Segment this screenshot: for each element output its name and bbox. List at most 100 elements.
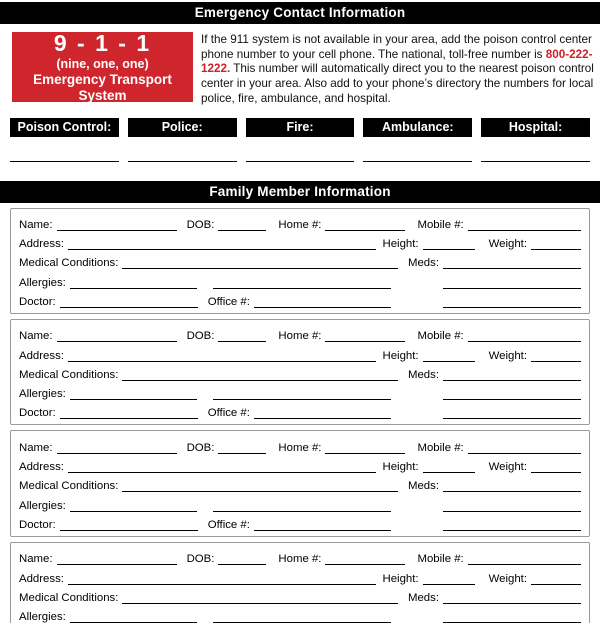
poison-control-instructions: If the 911 system is not available in yo… — [201, 33, 596, 107]
weight-line[interactable] — [531, 470, 581, 474]
home-number-line[interactable] — [325, 228, 406, 231]
weight-label: Weight: — [488, 349, 527, 362]
home-number-label: Home #: — [278, 218, 322, 231]
weight-line[interactable] — [531, 247, 581, 251]
family-member-block-3: Name: DOB: Home #: Mobile #: Address: He… — [10, 430, 590, 537]
dob-line[interactable] — [218, 339, 267, 343]
allergies-line[interactable] — [69, 397, 197, 401]
height-line[interactable] — [422, 359, 475, 362]
medical-conditions-label: Medical Conditions: — [19, 257, 119, 270]
address-line[interactable] — [67, 470, 377, 474]
emergency-contact-header: Emergency Contact Information — [0, 2, 600, 24]
medical-conditions-label: Medical Conditions: — [19, 591, 119, 604]
mobile-number-line[interactable] — [467, 228, 581, 231]
doctor-line[interactable] — [59, 528, 198, 531]
weight-label: Weight: — [488, 461, 527, 474]
office-number-label: Office #: — [207, 407, 250, 420]
allergies-line[interactable] — [69, 286, 197, 289]
hospital-fill-line[interactable] — [481, 159, 590, 162]
meds-extra-line-1[interactable] — [443, 286, 581, 289]
meds-label: Meds: — [407, 368, 439, 381]
name-label: Name: — [19, 441, 53, 454]
dob-line[interactable] — [218, 228, 267, 231]
meds-extra-line-1[interactable] — [443, 509, 581, 512]
intro-section: 9 - 1 - 1 (nine, one, one) Emergency Tra… — [12, 30, 596, 107]
contact-label-ambulance: Ambulance: — [363, 117, 473, 137]
doctor-line[interactable] — [59, 416, 198, 420]
allergies-label: Allergies: — [19, 611, 66, 623]
address-label: Address: — [19, 461, 64, 474]
nine-one-one-badge: 9 - 1 - 1 (nine, one, one) Emergency Tra… — [12, 30, 193, 103]
weight-line[interactable] — [531, 359, 581, 362]
height-label: Height: — [382, 349, 419, 362]
contact-label-hospital: Hospital: — [481, 117, 590, 137]
meds-line[interactable] — [443, 266, 581, 270]
meds-extra-line-2[interactable] — [443, 416, 581, 420]
meds-label: Meds: — [407, 257, 439, 270]
weight-line[interactable] — [531, 582, 581, 585]
doctor-line[interactable] — [59, 305, 198, 308]
name-line[interactable] — [56, 562, 177, 566]
contact-label-police: Police: — [127, 117, 237, 137]
dob-line[interactable] — [218, 451, 267, 454]
meds-extra-line-1[interactable] — [443, 397, 581, 401]
mobile-number-line[interactable] — [467, 451, 581, 454]
poison-control-phone-number: 800-222-1222. — [201, 47, 593, 76]
nine-one-one-phonetic: (nine, one, one) — [56, 56, 149, 71]
height-line[interactable] — [422, 247, 475, 251]
home-number-line[interactable] — [325, 451, 406, 454]
height-line[interactable] — [422, 582, 475, 585]
mobile-number-label: Mobile #: — [417, 218, 464, 231]
name-label: Name: — [19, 218, 53, 231]
name-line[interactable] — [56, 228, 177, 231]
address-line[interactable] — [67, 582, 377, 585]
name-line[interactable] — [56, 339, 177, 343]
poison-control-fill-line[interactable] — [10, 159, 119, 162]
dob-label: DOB: — [186, 330, 215, 343]
allergies-extra-line[interactable] — [212, 286, 391, 289]
ambulance-fill-line[interactable] — [363, 159, 473, 162]
address-label: Address: — [19, 572, 64, 585]
height-label: Height: — [382, 572, 419, 585]
address-line[interactable] — [67, 359, 377, 362]
address-line[interactable] — [67, 247, 377, 251]
meds-line[interactable] — [443, 601, 581, 604]
height-line[interactable] — [422, 470, 475, 474]
office-number-label: Office #: — [207, 518, 250, 531]
address-label: Address: — [19, 238, 64, 251]
emergency-transport-caption: Emergency Transport System — [33, 71, 172, 103]
medical-conditions-line[interactable] — [122, 489, 398, 493]
name-line[interactable] — [56, 451, 177, 454]
allergies-label: Allergies: — [19, 276, 66, 289]
medical-conditions-line[interactable] — [122, 601, 398, 604]
meds-label: Meds: — [407, 480, 439, 493]
meds-line[interactable] — [443, 489, 581, 493]
contact-labels-row: Poison Control: Police: Fire: Ambulance:… — [10, 117, 590, 137]
mobile-number-line[interactable] — [467, 339, 581, 343]
medical-conditions-line[interactable] — [122, 378, 398, 381]
contact-fill-lines-row — [10, 159, 590, 162]
police-fill-line[interactable] — [127, 159, 237, 162]
fire-fill-line[interactable] — [245, 159, 355, 162]
home-number-label: Home #: — [278, 330, 322, 343]
dob-line[interactable] — [218, 562, 267, 566]
allergies-extra-line[interactable] — [212, 509, 391, 512]
dob-label: DOB: — [186, 218, 215, 231]
allergies-extra-line[interactable] — [212, 397, 391, 401]
meds-extra-line-2[interactable] — [443, 305, 581, 308]
address-label: Address: — [19, 349, 64, 362]
meds-label: Meds: — [407, 591, 439, 604]
meds-line[interactable] — [443, 378, 581, 381]
office-number-line[interactable] — [253, 528, 391, 531]
doctor-label: Doctor: — [19, 407, 56, 420]
meds-extra-line-2[interactable] — [443, 528, 581, 531]
mobile-number-line[interactable] — [467, 562, 581, 566]
medical-conditions-line[interactable] — [122, 266, 398, 270]
home-number-line[interactable] — [325, 562, 406, 566]
weight-label: Weight: — [488, 238, 527, 251]
home-number-line[interactable] — [325, 339, 406, 343]
allergies-line[interactable] — [69, 509, 197, 512]
home-number-label: Home #: — [278, 553, 322, 566]
office-number-line[interactable] — [253, 305, 391, 308]
office-number-line[interactable] — [253, 416, 391, 420]
